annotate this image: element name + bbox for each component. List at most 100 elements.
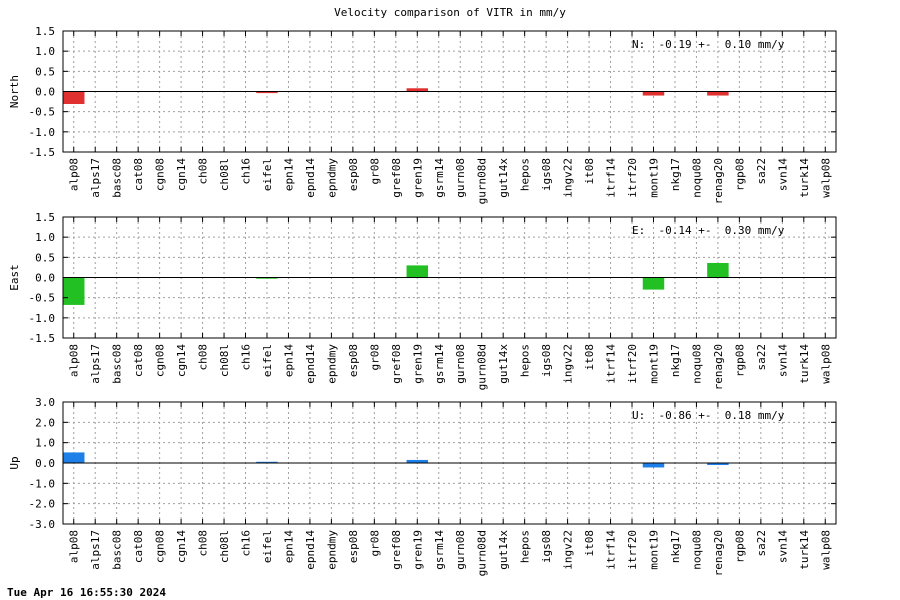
x-tick-label: cgn14	[175, 158, 188, 191]
y-tick-label: -0.5	[29, 292, 56, 305]
y-tick-label: 3.0	[35, 396, 55, 409]
y-tick-label: 1.0	[35, 231, 55, 244]
x-tick-label: cgn08	[154, 344, 167, 377]
bar-alp08	[63, 277, 85, 305]
x-tick-label: gsrm14	[433, 158, 446, 198]
x-tick-label: esp08	[347, 158, 360, 191]
x-tick-label: epn14	[282, 344, 295, 377]
y-axis-label: East	[8, 264, 21, 291]
x-tick-label: ch16	[240, 158, 253, 185]
y-tick-label: 1.0	[35, 437, 55, 450]
x-tick-label: rgp08	[733, 530, 746, 563]
y-tick-label: -1.5	[29, 332, 56, 345]
x-tick-label: gren19	[411, 530, 424, 570]
x-tick-label: ch08	[197, 530, 210, 557]
x-tick-label: itrf20	[626, 530, 639, 570]
y-tick-label: -2.0	[29, 498, 56, 511]
x-tick-label: gr08	[368, 344, 381, 371]
x-tick-label: eifel	[261, 344, 274, 377]
x-tick-label: gurn08d	[476, 344, 489, 390]
y-tick-label: 0.5	[35, 65, 55, 78]
x-tick-label: hepos	[519, 344, 532, 377]
x-tick-label: epnd14	[304, 158, 317, 198]
x-tick-label: turk14	[798, 344, 811, 384]
x-tick-label: epnd14	[304, 344, 317, 384]
x-tick-label: rgp08	[733, 158, 746, 191]
x-tick-label: svn14	[776, 344, 789, 377]
x-tick-label: cgn08	[154, 530, 167, 563]
x-tick-label: igs08	[540, 530, 553, 563]
bar-eifel	[256, 277, 278, 279]
x-tick-label: nkg17	[669, 158, 682, 191]
y-tick-label: 1.5	[35, 25, 55, 38]
x-tick-label: noqu08	[690, 344, 703, 384]
x-tick-label: gren19	[411, 344, 424, 384]
x-tick-label: alps17	[89, 344, 102, 384]
bar-alp08	[63, 452, 85, 463]
y-tick-label: -1.0	[29, 312, 56, 325]
x-tick-label: gref08	[390, 530, 403, 570]
x-tick-label: alp08	[68, 344, 81, 377]
y-axis-label: Up	[8, 456, 21, 469]
x-tick-label: epndmy	[325, 344, 338, 384]
x-tick-label: noqu08	[690, 530, 703, 570]
y-tick-label: -1.5	[29, 146, 56, 159]
y-tick-label: -3.0	[29, 518, 56, 531]
x-tick-label: gr08	[368, 158, 381, 185]
x-tick-label: gref08	[390, 344, 403, 384]
x-tick-label: cgn14	[175, 344, 188, 377]
y-tick-label: -0.5	[29, 106, 56, 119]
x-tick-label: itrf20	[626, 344, 639, 384]
x-tick-label: it08	[583, 344, 596, 371]
x-tick-label: epndmy	[325, 530, 338, 570]
x-tick-label: gut14x	[497, 344, 510, 384]
x-tick-label: cgn14	[175, 530, 188, 563]
y-tick-label: -1.0	[29, 477, 56, 490]
x-tick-label: sa22	[755, 158, 768, 185]
x-tick-label: sa22	[755, 530, 768, 557]
x-tick-label: cat08	[132, 344, 145, 377]
x-tick-label: ch08	[197, 158, 210, 185]
x-tick-label: gurn08d	[476, 530, 489, 576]
x-tick-label: gurn08	[454, 344, 467, 384]
x-tick-label: itrf20	[626, 158, 639, 198]
x-tick-label: renag20	[712, 158, 725, 204]
x-tick-label: it08	[583, 530, 596, 557]
x-tick-label: gurn08d	[476, 158, 489, 204]
x-tick-label: ch08l	[218, 158, 231, 191]
x-tick-label: renag20	[712, 530, 725, 576]
y-tick-label: 0.0	[35, 272, 55, 285]
y-axis-label: North	[8, 75, 21, 108]
bar-mont19	[642, 277, 665, 290]
bar-renag20	[707, 91, 729, 96]
x-tick-label: igs08	[540, 158, 553, 191]
bar-alp08	[63, 91, 85, 105]
x-tick-label: gref08	[390, 158, 403, 198]
x-tick-label: svn14	[776, 158, 789, 191]
x-tick-label: gren19	[411, 158, 424, 198]
x-tick-label: gut14x	[497, 530, 510, 570]
bar-gren19	[406, 265, 429, 278]
x-tick-label: ingv22	[562, 158, 575, 198]
x-tick-label: alps17	[89, 530, 102, 570]
bar-gren19	[406, 88, 429, 92]
x-tick-label: cgn08	[154, 158, 167, 191]
x-tick-label: svn14	[776, 530, 789, 563]
x-tick-label: hepos	[519, 158, 532, 191]
bar-renag20	[707, 262, 729, 278]
x-tick-label: it08	[583, 158, 596, 185]
x-tick-label: mont19	[647, 530, 660, 570]
x-tick-label: gsrm14	[433, 530, 446, 570]
chart-title: Velocity comparison of VITR in mm/y	[334, 6, 566, 19]
x-tick-label: ingv22	[562, 344, 575, 384]
x-tick-label: ch08	[197, 344, 210, 371]
x-tick-label: walp08	[819, 530, 832, 570]
x-tick-label: epn14	[282, 158, 295, 191]
x-tick-label: eifel	[261, 530, 274, 563]
x-tick-label: itrf14	[605, 344, 618, 384]
bar-mont19	[642, 463, 665, 468]
x-tick-label: esp08	[347, 344, 360, 377]
x-tick-label: ch16	[240, 344, 253, 371]
x-tick-label: alps17	[89, 158, 102, 198]
